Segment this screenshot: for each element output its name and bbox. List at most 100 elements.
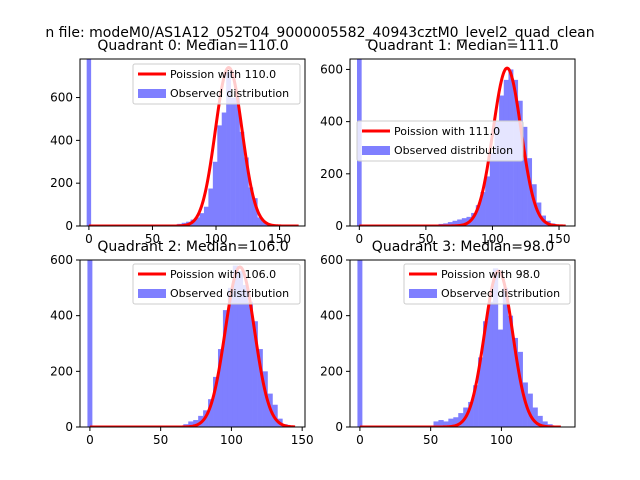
histogram-bar	[457, 219, 463, 226]
panel-title: Quadrant 3: Median=98.0	[372, 239, 554, 255]
legend-bar-label: Observed distribution	[441, 287, 560, 300]
x-tick-label: 150	[548, 232, 571, 246]
histogram-bar	[473, 385, 479, 427]
histogram-bar	[239, 131, 245, 226]
histogram-bar	[252, 321, 258, 427]
histogram-bar	[532, 407, 538, 427]
histogram-bar	[489, 152, 495, 226]
histogram-bar	[494, 121, 500, 226]
x-tick-label: 150	[291, 433, 314, 447]
histogram-bar	[471, 212, 477, 226]
x-tick-label: 50	[418, 232, 433, 246]
histogram-bar	[443, 421, 449, 427]
x-tick-label: 100	[490, 433, 513, 447]
poisson-curve	[358, 66, 567, 226]
plot-area	[357, 260, 562, 427]
panel-quadrant-0: Quadrant 0: Median=110.0 0 50 100 150 0 200 40…	[50, 38, 306, 246]
histogram-bar	[248, 187, 254, 226]
legend-line-label: Poission with 106.0	[170, 268, 276, 281]
histogram-bar	[203, 206, 209, 226]
legend-box	[132, 263, 301, 305]
histogram-bar	[232, 265, 239, 427]
legend-line-label: Poission with 111.0	[394, 125, 500, 138]
histogram-bar	[262, 371, 268, 427]
histogram-bar	[221, 112, 227, 226]
histogram-bar	[448, 418, 454, 427]
histogram-bar	[458, 413, 464, 427]
histogram-bar	[478, 357, 484, 427]
histogram-bar	[502, 287, 509, 427]
histogram-bar	[517, 351, 523, 427]
axes-frame	[79, 58, 306, 227]
histogram-bar	[195, 217, 200, 226]
histogram-bar	[188, 421, 194, 427]
panel-title: Quadrant 0: Median=110.0	[97, 38, 288, 54]
histogram-bar	[487, 301, 494, 427]
zero-spike-bar	[87, 260, 93, 427]
y-tick-label: 400	[50, 133, 73, 147]
legend-line-label: Poission with 110.0	[170, 68, 276, 81]
histogram-bar	[257, 217, 263, 226]
histogram-bar	[208, 188, 214, 226]
panel-quadrant-3: Quadrant 3: Median=98.0 0 50 100 0 200 400 600…	[320, 239, 576, 447]
histogram-bar	[527, 393, 533, 427]
histogram-bar	[468, 401, 474, 427]
histogram-bar	[243, 157, 249, 226]
y-tick-label: 400	[50, 309, 73, 323]
x-tick-label: 50	[423, 433, 438, 447]
x-tick-label: 100	[481, 232, 504, 246]
x-tick-label: 0	[86, 433, 94, 447]
panel-title: Quadrant 2: Median=106.0	[97, 239, 288, 255]
histogram-bar	[485, 176, 491, 226]
histogram-bar	[438, 420, 444, 427]
y-tick-label: 200	[50, 176, 73, 190]
histogram-bar	[226, 71, 231, 226]
zero-spike-bar	[86, 59, 92, 226]
y-tick-label: 0	[335, 420, 343, 434]
legend-line-label: Poission with 98.0	[441, 268, 540, 281]
histogram-bar	[537, 415, 543, 427]
y-tick-label: 0	[65, 420, 73, 434]
x-tick-label: 0	[356, 433, 364, 447]
histogram-bar	[252, 198, 258, 226]
histogram-bar	[483, 321, 489, 427]
histogram-bar	[222, 310, 229, 427]
x-tick-label: 50	[153, 433, 168, 447]
histogram-bar	[208, 399, 214, 427]
y-tick-label: 400	[320, 115, 343, 129]
y-tick-label: 600	[50, 253, 73, 267]
y-tick-label: 0	[65, 219, 73, 233]
histogram-bar	[199, 213, 205, 226]
legend-bar-swatch	[138, 289, 166, 298]
histogram-bar	[527, 158, 533, 226]
histogram-bar	[461, 218, 467, 226]
axes-frame	[349, 259, 576, 428]
histogram-bar	[475, 205, 481, 226]
figure-title: n file: modeM0/AS1A12_052T04_9000005582_…	[45, 25, 594, 41]
histogram-bar	[480, 192, 486, 226]
x-tick-label: 150	[268, 232, 291, 246]
histogram-bar	[217, 125, 223, 226]
x-tick-label: 0	[355, 232, 363, 246]
histogram-bar	[213, 376, 219, 427]
histogram-bar	[507, 315, 514, 427]
histogram-bar	[212, 161, 218, 226]
poisson-curve	[89, 265, 296, 427]
histogram-bar	[217, 349, 224, 427]
x-tick-label: 0	[85, 232, 93, 246]
axes-frame	[79, 259, 306, 428]
y-tick-label: 600	[320, 253, 343, 267]
y-tick-label: 400	[320, 309, 343, 323]
zero-spike-bar	[357, 260, 363, 427]
histogram-bar	[227, 287, 234, 427]
histogram-bar	[447, 222, 453, 226]
legend-box	[356, 120, 524, 162]
legend-bar-swatch	[138, 89, 166, 98]
legend: Poission with 111.0 Observed distribution	[356, 120, 524, 162]
poisson-curve	[88, 66, 300, 226]
y-tick-label: 0	[335, 219, 343, 233]
histogram-bar	[452, 220, 458, 226]
histogram-bar	[522, 126, 528, 226]
plot-area	[86, 59, 300, 226]
